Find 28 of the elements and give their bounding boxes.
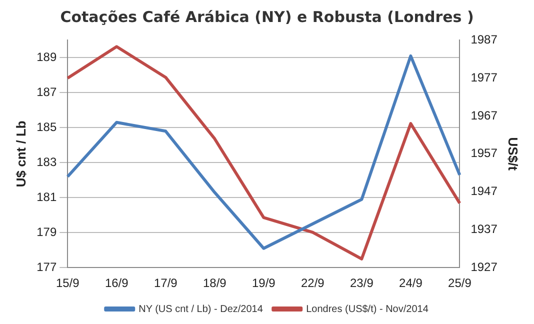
x-tick-label: 17/9: [154, 276, 178, 290]
y2-tick-label: 1937: [470, 222, 498, 236]
y-tick-label: 181: [36, 190, 57, 204]
x-tick-label: 23/9: [350, 276, 374, 290]
y2-tick-label: 1967: [470, 108, 498, 122]
y2-tick-label: 1987: [470, 32, 498, 47]
y-tick-label: 177: [36, 260, 57, 274]
y-tick-label: 183: [36, 154, 57, 169]
y2-tick-label: 1957: [470, 146, 498, 160]
y-tick-label: 187: [36, 84, 57, 99]
legend-label: NY (US cnt / Lb) - Dez/2014: [138, 304, 264, 315]
x-tick-label: 24/9: [399, 276, 423, 290]
y-axis-title: U$ cnt / Lb: [13, 120, 28, 188]
chart-title: Cotações Café Arábica (NY) e Robusta (Londres ): [59, 8, 475, 26]
y-tick-label: 179: [36, 224, 57, 239]
x-tick-label: 19/9: [252, 276, 276, 290]
y2-axis-title: US$/t: [506, 137, 521, 172]
x-tick-label: 15/9: [56, 276, 80, 290]
y2-tick-label: 1977: [470, 70, 498, 84]
y2-tick-label: 1947: [470, 184, 498, 198]
x-tick-label: 22/9: [300, 276, 325, 290]
x-tick-label: 18/9: [202, 276, 227, 290]
y-tick-label: 185: [36, 120, 57, 134]
y-tick-label: 189: [36, 50, 57, 64]
legend-label: Londres (US$/t) - Nov/2014: [306, 304, 429, 315]
x-tick-label: 16/9: [104, 276, 129, 290]
x-tick-label: 25/9: [448, 276, 472, 290]
y2-tick-label: 1927: [470, 260, 498, 274]
